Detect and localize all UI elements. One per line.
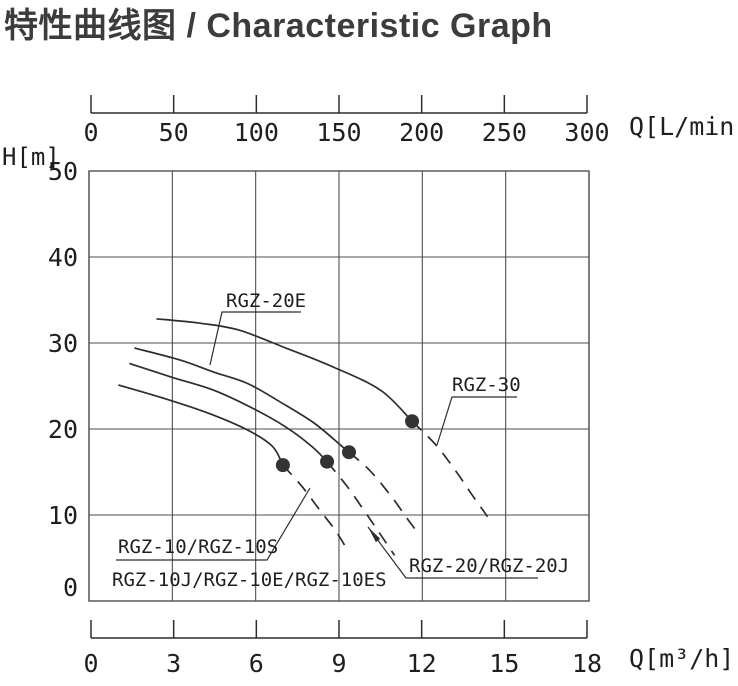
rated-point-dot	[342, 445, 356, 460]
arrowhead-icon	[368, 527, 381, 543]
annotation	[209, 311, 301, 366]
curve-dashed	[326, 461, 396, 556]
left-axis-tick-label: 40	[48, 243, 78, 272]
bottom-axis-tick-label: 15	[489, 649, 519, 678]
curve-dashed	[282, 464, 346, 546]
curve-solid	[118, 384, 284, 466]
left-axis-tick-label: 30	[48, 329, 78, 358]
top-axis-tick-label: 300	[564, 118, 609, 147]
leader-line	[116, 487, 311, 561]
curve-label: RGZ-20/RGZ-20J	[409, 555, 569, 577]
leader-line	[209, 311, 301, 366]
rated-point-dot	[275, 458, 290, 473]
bottom-axis-tick-label: 9	[331, 649, 346, 678]
top-axis-tick-label: 50	[159, 118, 189, 147]
curve-RGZ-10	[118, 384, 346, 546]
curve-label: RGZ-20E	[226, 290, 306, 312]
annotation	[116, 487, 311, 561]
curve-solid	[129, 362, 328, 463]
curve-label: RGZ-30	[452, 374, 521, 396]
curve-dashed	[348, 451, 419, 534]
rated-point-dot	[405, 414, 420, 429]
bottom-axis-tick-label: 12	[407, 649, 437, 678]
bottom-axis-tick-label: 3	[166, 649, 181, 678]
bottom-axis-tick-label: 6	[249, 649, 264, 678]
curve-RGZ-30	[156, 318, 489, 518]
top-axis-tick-label: 0	[83, 118, 98, 147]
curve-label: RGZ-10J/RGZ-10E/RGZ-10ES	[112, 569, 387, 591]
curve-RGZ-20E	[134, 347, 419, 534]
top-axis-tick-label: 150	[316, 118, 361, 147]
left-axis-tick-label: 10	[48, 501, 78, 530]
curve-label: RGZ-10/RGZ-10S	[118, 536, 278, 558]
top-axis-unit-label: Q[L/min]	[629, 112, 738, 141]
curve-RGZ-20	[129, 362, 396, 556]
curve-solid	[156, 318, 413, 423]
left-axis-tick-label: 0	[63, 573, 78, 602]
plot-border	[88, 170, 590, 602]
leader-line	[436, 396, 517, 446]
rated-point-dot	[320, 454, 335, 469]
left-axis-tick-label: 20	[48, 415, 78, 444]
annotation	[436, 396, 517, 446]
bottom-axis-tick-label: 0	[83, 649, 98, 678]
bottom-axis-unit-label: Q[m³/h]	[629, 644, 734, 673]
bottom-axis-tick-label: 18	[572, 649, 602, 678]
left-axis-unit-label: H[m]	[2, 143, 60, 171]
top-axis-tick-label: 200	[399, 118, 444, 147]
top-axis-tick-label: 100	[234, 118, 279, 147]
annotation	[367, 526, 538, 579]
top-axis	[90, 95, 588, 114]
bottom-axis	[90, 620, 588, 639]
top-axis-tick-label: 250	[482, 118, 527, 147]
page-title: 特性曲线图 / Characteristic Graph	[4, 7, 553, 45]
curve-solid	[134, 347, 350, 454]
grid	[88, 170, 590, 602]
leader-line	[367, 526, 538, 579]
curve-dashed	[411, 420, 489, 518]
left-axis-tick-label: 50	[48, 157, 78, 186]
